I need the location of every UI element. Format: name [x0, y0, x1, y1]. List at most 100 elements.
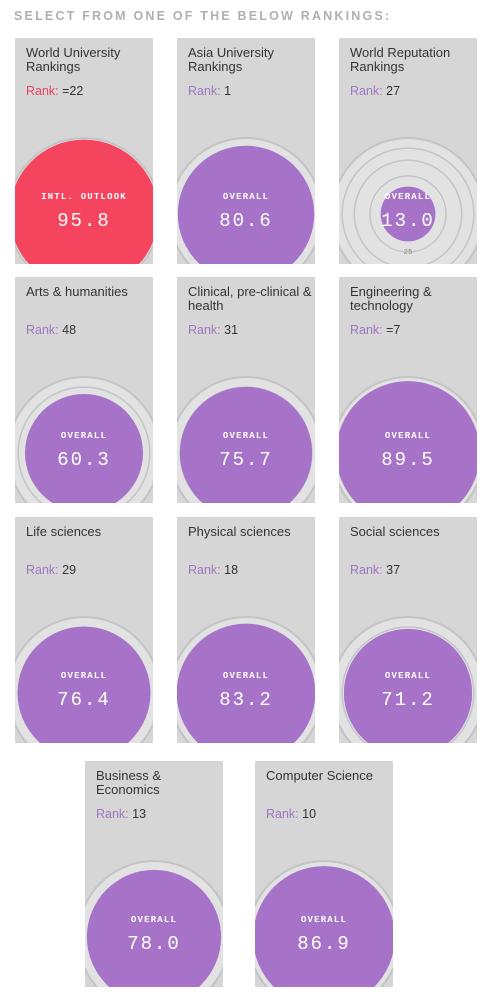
rank-value: =22	[58, 84, 84, 98]
rank-value: 48	[58, 323, 77, 337]
score-circle	[86, 869, 222, 987]
ranking-card-social-sciences[interactable]: Social sciences Rank: 37 75 100 OVERALL 71.2	[339, 517, 477, 743]
score-value: 78.0	[127, 933, 181, 955]
score-value: 75.7	[219, 449, 273, 471]
ranking-card-clinical-pre-clinical-and-health[interactable]: Clinical, pre-clinical & health Rank: 31 7…	[177, 277, 315, 503]
score-gauge: 75100OVERALL60.3	[15, 376, 153, 503]
rank-label: Rank:	[350, 84, 383, 98]
gauge-ring-75	[341, 626, 475, 743]
ranking-card-title: Asia University Rankings	[188, 45, 274, 74]
ranking-card-engineering-and-technology[interactable]: Engineering & technology Rank: =7 OVERALL 8…	[339, 277, 477, 503]
ranking-card-title: World University Rankings	[26, 45, 121, 74]
score-value: 60.3	[57, 449, 111, 471]
ranking-card-title: Engineering & technology	[350, 284, 432, 313]
score-gauge: 100OVERALL80.6	[177, 137, 315, 264]
score-circle	[179, 386, 313, 503]
rank-label: Rank:	[26, 323, 59, 337]
ranking-card-life-sciences[interactable]: Life sciences Rank: 29 75 100 OVERALL 76.4	[15, 517, 153, 743]
rank-value: 29	[58, 563, 77, 577]
score-gauge: 100OVERALL86.9	[255, 860, 393, 987]
rank-label: Rank:	[188, 84, 221, 98]
score-gauge: 255075100OVERALL13.0	[339, 137, 477, 264]
page-heading: SELECT FROM ONE OF THE BELOW RANKINGS:	[14, 9, 392, 23]
rank-value: 27	[382, 84, 401, 98]
ranking-card-title: Social sciences	[350, 524, 440, 539]
score-gauge: 75100OVERALL78.0	[85, 860, 223, 987]
metric-label: OVERALL	[223, 192, 269, 202]
rank-value: 18	[220, 563, 239, 577]
score-circle	[339, 381, 477, 503]
score-value: 89.5	[381, 449, 435, 471]
rank-value: 1	[220, 84, 232, 98]
metric-label: OVERALL	[385, 671, 431, 681]
score-circle	[25, 394, 143, 503]
ranking-card-title: Arts & humanities	[26, 284, 128, 299]
ranking-card-title: Life sciences	[26, 524, 102, 539]
ranking-card-rank: Rank: 1	[188, 84, 231, 98]
ranking-card-rank: Rank: 27	[350, 84, 400, 98]
ranking-card-title: Physical sciences	[188, 524, 291, 539]
metric-label: OVERALL	[223, 671, 269, 681]
gauge-ring-50	[353, 159, 463, 264]
score-circle	[255, 866, 393, 987]
rank-label: Rank:	[266, 807, 299, 821]
rank-value: 37	[382, 563, 401, 577]
ranking-card-title: World Reputation Rankings	[350, 45, 451, 74]
score-value: 76.4	[57, 689, 111, 711]
ranking-card-rank: Rank: =7	[350, 323, 400, 337]
score-value: 95.8	[57, 210, 111, 232]
ranking-card-rank: Rank: 48	[26, 323, 76, 337]
gauge-ring-75	[341, 147, 475, 264]
metric-label: INTL. OUTLOOK	[41, 192, 127, 202]
metric-label: OVERALL	[385, 431, 431, 441]
ranking-card-rank: Rank: 13	[96, 807, 146, 821]
score-value: 83.2	[219, 689, 273, 711]
metric-label: OVERALL	[301, 915, 347, 925]
ranking-card-title: Clinical, pre-clinical & health	[188, 284, 312, 313]
score-circle	[15, 139, 153, 264]
metric-label: OVERALL	[223, 431, 269, 441]
score-circle	[177, 623, 315, 743]
ranking-card-rank: Rank: 18	[188, 563, 238, 577]
tick-label-25: 25	[403, 249, 413, 257]
rank-label: Rank:	[350, 563, 383, 577]
ranking-card-title: Computer Science	[266, 768, 373, 783]
metric-label: OVERALL	[61, 431, 107, 441]
metric-label: OVERALL	[385, 192, 431, 202]
score-value: 80.6	[219, 210, 273, 232]
score-value: 86.9	[297, 933, 351, 955]
rank-label: Rank:	[96, 807, 129, 821]
score-circle	[177, 145, 315, 264]
rank-value: 31	[220, 323, 239, 337]
rank-label: Rank:	[188, 563, 221, 577]
metric-label: OVERALL	[131, 915, 177, 925]
ranking-card-rank: Rank: =22	[26, 84, 83, 98]
rank-label: Rank:	[350, 323, 383, 337]
rank-value: =7	[382, 323, 401, 337]
rank-value: 13	[128, 807, 147, 821]
rank-value: 10	[298, 807, 317, 821]
score-circle	[343, 628, 473, 743]
ranking-card-title: Business & Economics	[96, 768, 162, 797]
score-circle	[17, 626, 151, 743]
ranking-card-rank: Rank: 31	[188, 323, 238, 337]
score-value: 13.0	[381, 210, 435, 232]
score-value: 71.2	[381, 689, 435, 711]
gauge-ring-25	[369, 175, 447, 253]
ranking-card-rank: Rank: 10	[266, 807, 316, 821]
gauge-ring-75	[17, 386, 151, 503]
rank-label: Rank:	[188, 323, 221, 337]
ranking-card-physical-sciences[interactable]: Physical sciences Rank: 18 75 100 OVERALL 83.…	[177, 517, 315, 743]
ranking-card-rank: Rank: 37	[350, 563, 400, 577]
score-gauge: OVERALL 89.5	[339, 376, 477, 503]
